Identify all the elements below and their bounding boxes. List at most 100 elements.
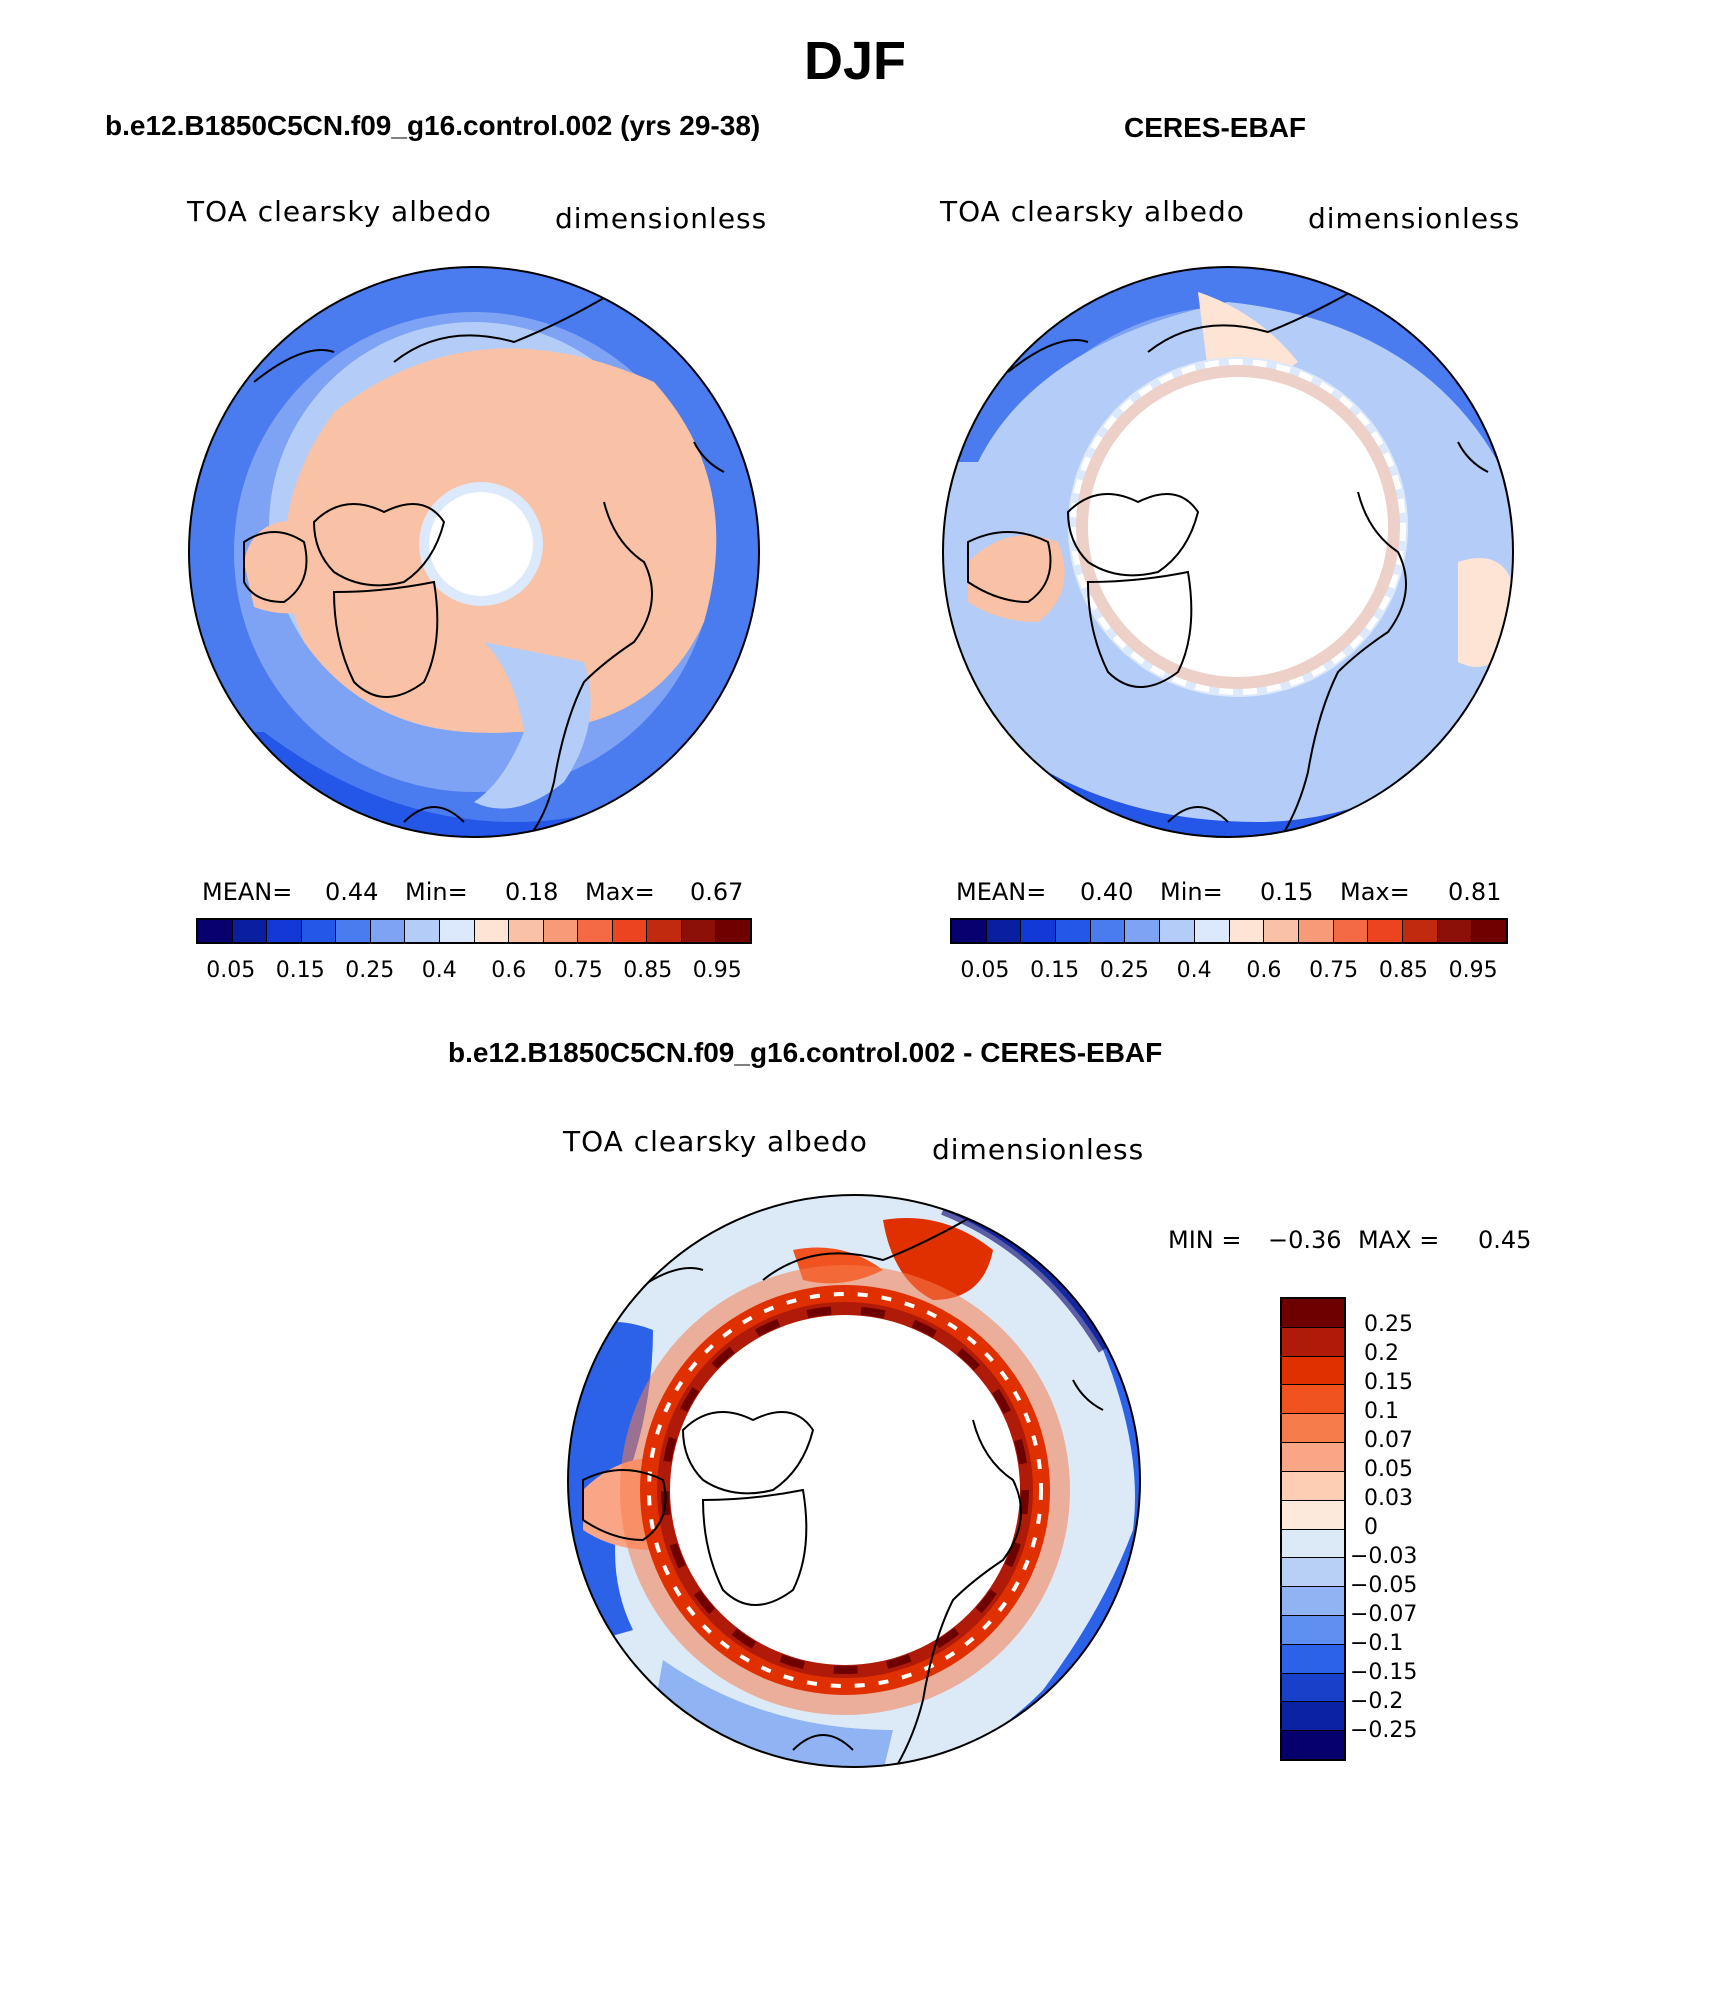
colorbar-swatch <box>1090 920 1126 942</box>
difference-polar-map <box>567 1194 1141 1768</box>
colorbar-level-label: −0.07 <box>1350 1602 1418 1627</box>
colorbar-tick-label: 0.25 <box>345 958 395 983</box>
colorbar-swatch <box>1282 1702 1344 1732</box>
colorbar-swatch <box>1021 920 1057 942</box>
colorbar-level-label: 0.03 <box>1364 1486 1413 1511</box>
colorbar-swatch <box>198 920 233 942</box>
panel1-polar-map <box>188 266 760 838</box>
colorbar-swatch <box>1264 920 1299 942</box>
colorbar-swatch <box>336 920 371 942</box>
colorbar-level-label: −0.25 <box>1350 1718 1418 1743</box>
panel2-polar-map <box>942 266 1514 838</box>
colorbar-tick-label: 0.05 <box>206 958 256 983</box>
colorbar-swatch <box>1194 920 1230 942</box>
figure-title: DJF <box>803 31 906 91</box>
panel2-colorbar <box>950 918 1508 944</box>
colorbar-swatch <box>1282 1615 1344 1645</box>
colorbar-level-label: 0.07 <box>1364 1428 1413 1453</box>
colorbar-swatch <box>405 920 440 942</box>
colorbar-swatch <box>612 920 648 942</box>
colorbar-swatch <box>1282 1443 1344 1472</box>
colorbar-tick-label: 0.85 <box>623 958 673 983</box>
colorbar-swatch <box>1282 1356 1344 1386</box>
colorbar-swatch <box>952 920 987 942</box>
panel2-title: CERES-EBAF <box>1124 112 1307 143</box>
panel2-units: dimensionless <box>1308 202 1521 235</box>
colorbar-swatch <box>1402 920 1438 942</box>
colorbar-swatch <box>647 920 682 942</box>
colorbar-level-label: 0.2 <box>1364 1341 1399 1366</box>
colorbar-swatch <box>439 920 475 942</box>
difference-colorbar <box>1280 1297 1346 1761</box>
colorbar-tick-label: 0.85 <box>1378 958 1428 983</box>
colorbar-swatch <box>1160 920 1195 942</box>
colorbar-level-label: −0.1 <box>1350 1631 1404 1656</box>
colorbar-tick-label: 0.95 <box>692 958 742 983</box>
panel1-variable: TOA clearsky albedo <box>187 195 492 228</box>
colorbar-tick-label: 0.4 <box>421 958 457 983</box>
colorbar-level-label: 0.1 <box>1364 1399 1399 1424</box>
panel1-min-value: 0.18 <box>505 878 559 906</box>
colorbar-swatch <box>1333 920 1369 942</box>
colorbar-level-label: 0.25 <box>1364 1312 1413 1337</box>
colorbar-swatch <box>1282 1299 1344 1328</box>
colorbar-swatch <box>1437 920 1473 942</box>
colorbar-swatch <box>543 920 579 942</box>
colorbar-level-label: −0.15 <box>1350 1660 1418 1685</box>
colorbar-swatch <box>1368 920 1403 942</box>
colorbar-swatch <box>1282 1385 1344 1415</box>
panel2-mean-value: 0.40 <box>1080 878 1134 906</box>
difference-max-value: 0.45 <box>1478 1226 1532 1254</box>
panel2-max-value: 0.81 <box>1448 878 1502 906</box>
colorbar-level-label: −0.2 <box>1350 1689 1404 1714</box>
colorbar-level-label: −0.05 <box>1350 1573 1418 1598</box>
colorbar-swatch <box>681 920 717 942</box>
colorbar-swatch <box>509 920 544 942</box>
difference-colorbar-labels: 0.25 0.2 0.15 0.1 0.07 0.05 0.03 0 −0.03 −0.05 −0.… <box>1350 1297 1470 1761</box>
colorbar-level-label: −0.03 <box>1350 1544 1418 1569</box>
colorbar-swatch <box>1282 1644 1344 1674</box>
colorbar-level-label: 0.15 <box>1364 1370 1413 1395</box>
colorbar-tick-label: 0.15 <box>275 958 325 983</box>
panel1-min-label: Min= <box>405 878 468 906</box>
colorbar-tick-label: 0.75 <box>1309 958 1359 983</box>
difference-min-label: MIN = <box>1168 1226 1242 1254</box>
colorbar-tick-label: 0.15 <box>1030 958 1080 983</box>
difference-title: b.e12.B1850C5CN.f09_g16.control.002 - CE… <box>448 1037 1163 1068</box>
difference-units: dimensionless <box>932 1133 1145 1166</box>
colorbar-swatch <box>301 920 337 942</box>
colorbar-tick-label: 0.75 <box>553 958 603 983</box>
colorbar-swatch <box>1282 1414 1344 1444</box>
panel1-title: b.e12.B1850C5CN.f09_g16.control.002 (yrs… <box>105 110 761 141</box>
colorbar-tick-label: 0.4 <box>1176 958 1212 983</box>
colorbar-swatch <box>1056 920 1091 942</box>
colorbar-swatch <box>1282 1327 1344 1357</box>
colorbar-level-label: 0.05 <box>1364 1457 1413 1482</box>
colorbar-tick-label: 0.6 <box>1246 958 1282 983</box>
panel2-colorbar-ticks: 0.05 0.15 0.25 0.4 0.6 0.75 0.85 0.95 <box>0 958 1710 988</box>
colorbar-swatch <box>1282 1731 1344 1759</box>
colorbar-swatch <box>1229 920 1265 942</box>
panel2-variable: TOA clearsky albedo <box>940 195 1245 228</box>
difference-max-label: MAX = <box>1358 1226 1440 1254</box>
colorbar-swatch <box>1125 920 1161 942</box>
difference-variable: TOA clearsky albedo <box>563 1125 868 1158</box>
panel1-colorbar-ticks: 0.05 0.15 0.25 0.4 0.6 0.75 0.85 0.95 <box>0 958 1710 988</box>
difference-min-value: −0.36 <box>1268 1226 1342 1254</box>
colorbar-swatch <box>1472 920 1506 942</box>
panel2-mean-label: MEAN= <box>956 878 1047 906</box>
colorbar-swatch <box>1282 1471 1344 1501</box>
colorbar-swatch <box>716 920 750 942</box>
panel1-max-value: 0.67 <box>690 878 744 906</box>
colorbar-swatch <box>1282 1529 1344 1559</box>
colorbar-swatch <box>267 920 302 942</box>
colorbar-tick-label: 0.6 <box>491 958 527 983</box>
colorbar-swatch <box>1282 1673 1344 1703</box>
colorbar-swatch <box>232 920 268 942</box>
colorbar-tick-label: 0.05 <box>960 958 1010 983</box>
colorbar-level-label: 0 <box>1364 1515 1378 1540</box>
colorbar-swatch <box>578 920 613 942</box>
colorbar-swatch <box>474 920 510 942</box>
colorbar-swatch <box>986 920 1022 942</box>
panel2-min-label: Min= <box>1160 878 1223 906</box>
